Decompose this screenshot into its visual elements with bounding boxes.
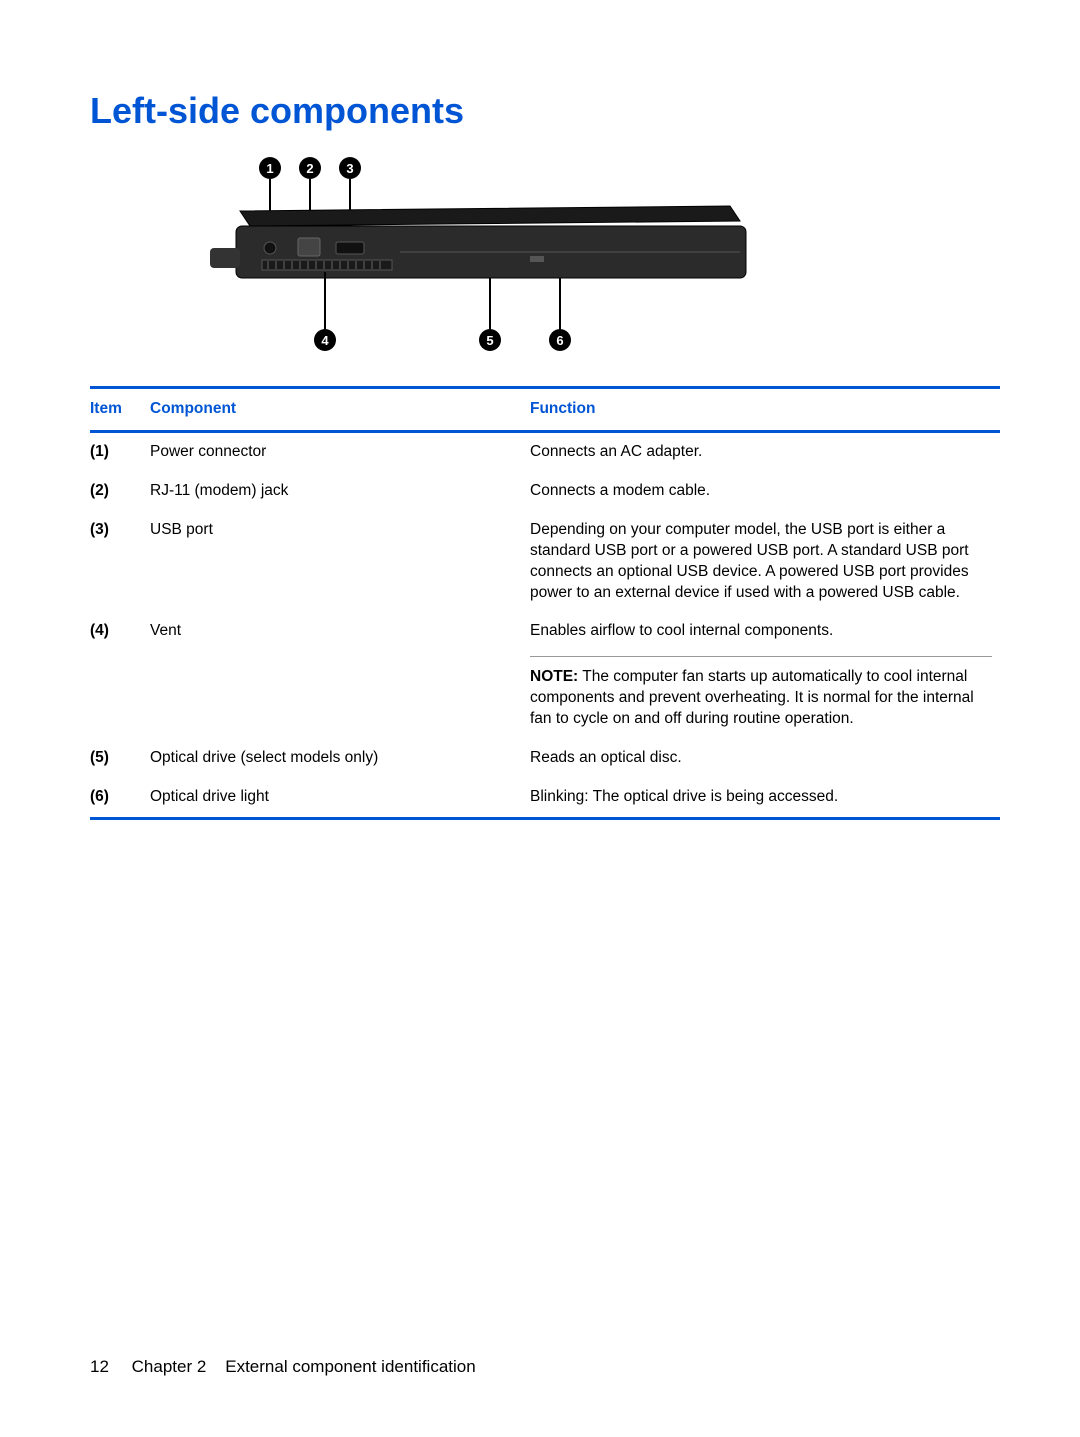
- cell-item: (2): [90, 472, 150, 511]
- cell-item: (5): [90, 739, 150, 778]
- table-row: (6)Optical drive lightBlinking: The opti…: [90, 778, 1000, 818]
- cell-component: USB port: [150, 511, 530, 613]
- laptop-side-diagram: 1 2 3: [200, 156, 760, 366]
- svg-text:5: 5: [486, 333, 493, 348]
- laptop-body: [210, 206, 746, 278]
- table-header-row: Item Component Function: [90, 388, 1000, 432]
- col-header-item: Item: [90, 388, 150, 432]
- cell-function: Reads an optical disc.: [530, 739, 1000, 778]
- cell-function: Enables airflow to cool internal compone…: [530, 612, 1000, 739]
- col-header-component: Component: [150, 388, 530, 432]
- cell-function: Depending on your computer model, the US…: [530, 511, 1000, 613]
- function-text: Depending on your computer model, the US…: [530, 520, 992, 604]
- table-row: (3)USB portDepending on your computer mo…: [90, 511, 1000, 613]
- cell-item: (1): [90, 431, 150, 471]
- note-label: NOTE:: [530, 668, 578, 685]
- cell-component: Optical drive (select models only): [150, 739, 530, 778]
- table-row: (4)VentEnables airflow to cool internal …: [90, 612, 1000, 739]
- page-heading: Left-side components: [90, 90, 1000, 132]
- function-text: Connects a modem cable.: [530, 481, 992, 502]
- function-text: Blinking: The optical drive is being acc…: [530, 787, 992, 808]
- cell-component: Power connector: [150, 431, 530, 471]
- function-text: Reads an optical disc.: [530, 748, 992, 769]
- callout-6: 6: [549, 278, 571, 351]
- page-footer: 12 Chapter 2 External component identifi…: [90, 1357, 476, 1377]
- chapter-title: External component identification: [225, 1357, 475, 1376]
- page-number: 12: [90, 1357, 109, 1376]
- svg-text:3: 3: [346, 161, 353, 176]
- callout-5: 5: [479, 278, 501, 351]
- cell-item: (6): [90, 778, 150, 818]
- cell-item: (3): [90, 511, 150, 613]
- table-body: (1)Power connectorConnects an AC adapter…: [90, 431, 1000, 818]
- cell-function: Blinking: The optical drive is being acc…: [530, 778, 1000, 818]
- note-text: The computer fan starts up automatically…: [530, 668, 974, 727]
- chapter-label: Chapter 2: [132, 1357, 207, 1376]
- svg-text:4: 4: [321, 333, 329, 348]
- cell-item: (4): [90, 612, 150, 739]
- svg-text:2: 2: [306, 161, 313, 176]
- table-row: (2)RJ-11 (modem) jackConnects a modem ca…: [90, 472, 1000, 511]
- components-table: Item Component Function (1)Power connect…: [90, 386, 1000, 820]
- callout-4: 4: [314, 272, 336, 351]
- col-header-function: Function: [530, 388, 1000, 432]
- cell-function: Connects an AC adapter.: [530, 431, 1000, 471]
- function-text: Connects an AC adapter.: [530, 442, 992, 463]
- svg-text:6: 6: [556, 333, 563, 348]
- svg-text:1: 1: [266, 161, 273, 176]
- table-row: (5)Optical drive (select models only)Rea…: [90, 739, 1000, 778]
- cell-component: Vent: [150, 612, 530, 739]
- cell-function: Connects a modem cable.: [530, 472, 1000, 511]
- table-row: (1)Power connectorConnects an AC adapter…: [90, 431, 1000, 471]
- function-text: Enables airflow to cool internal compone…: [530, 621, 992, 642]
- cell-component: Optical drive light: [150, 778, 530, 818]
- cell-component: RJ-11 (modem) jack: [150, 472, 530, 511]
- note-block: NOTE: The computer fan starts up automat…: [530, 656, 992, 730]
